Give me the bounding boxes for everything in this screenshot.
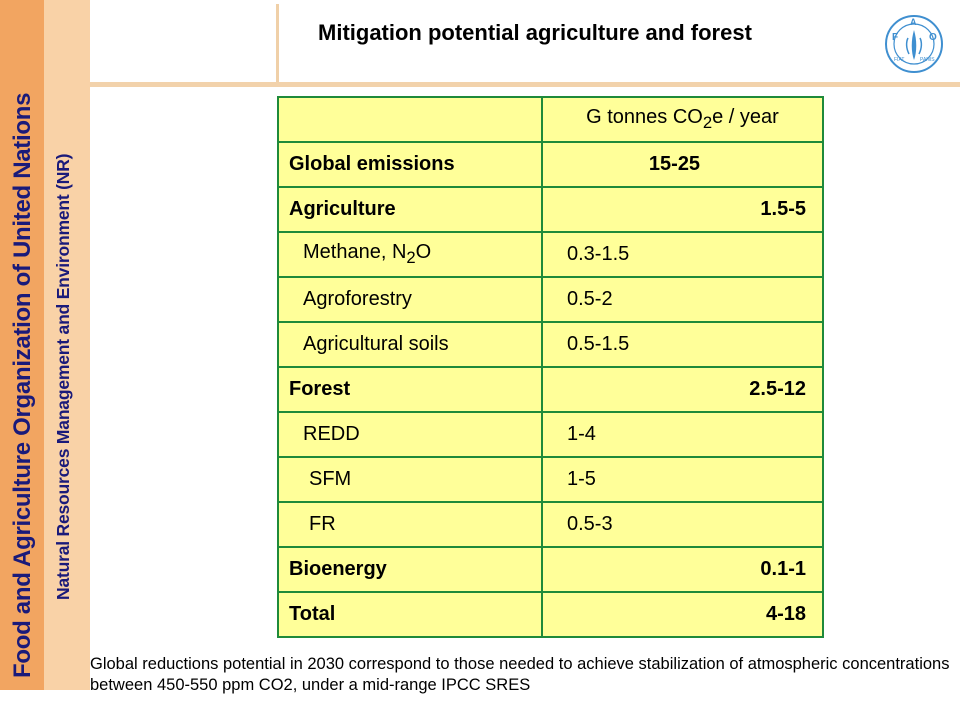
row-label: Bioenergy — [277, 546, 543, 593]
table-row: Methane, N2O 0.3-1.5 — [277, 231, 825, 278]
row-label: Agricultural soils — [277, 321, 543, 368]
row-value: 0.5-3 — [540, 501, 825, 548]
page-title: Mitigation potential agriculture and for… — [318, 20, 752, 45]
row-label: FR — [277, 501, 543, 548]
table-row: REDD 1-4 — [277, 411, 825, 458]
row-value: 4-18 — [540, 591, 825, 638]
logo-letter-o: O — [929, 32, 937, 43]
org-name: Food and Agriculture Organization of Uni… — [9, 92, 36, 678]
row-label: Forest — [277, 366, 543, 413]
row-value: 2.5-12 — [540, 366, 825, 413]
header-rule — [90, 82, 960, 87]
footnote: Global reductions potential in 2030 corr… — [90, 655, 950, 694]
sidebar: Food and Agriculture Organization of Uni… — [0, 0, 90, 690]
logo-motto-left: FIAT — [894, 57, 904, 63]
sidebar-inner-band — [44, 0, 90, 690]
row-value: 0.3-1.5 — [540, 231, 825, 278]
mitigation-table: G tonnes CO2e / year Global emissions 15… — [277, 96, 825, 638]
row-value: 0.1-1 — [540, 546, 825, 593]
logo-motto-right: PANIS — [920, 57, 935, 63]
table-row: Agriculture 1.5-5 — [277, 186, 825, 233]
table-header-row: G tonnes CO2e / year — [277, 96, 825, 143]
row-label: REDD — [277, 411, 543, 458]
row-label: Agriculture — [277, 186, 543, 233]
row-label: Total — [277, 591, 543, 638]
fao-logo: F A O FIAT PANIS — [885, 15, 943, 73]
table-row: Agroforestry 0.5-2 — [277, 276, 825, 323]
row-value: 1-4 — [540, 411, 825, 458]
logo-letter-f: F — [892, 32, 898, 43]
table-row: FR 0.5-3 — [277, 501, 825, 548]
logo-letter-a: A — [910, 17, 917, 27]
row-value: 15-25 — [540, 141, 825, 188]
header-divider — [276, 4, 279, 84]
header-empty-cell — [277, 96, 543, 143]
row-label: Agroforestry — [277, 276, 543, 323]
table-row: Total 4-18 — [277, 591, 825, 638]
row-label: Global emissions — [277, 141, 543, 188]
table-row: SFM 1-5 — [277, 456, 825, 503]
row-label: Methane, N2O — [277, 231, 543, 278]
row-label: SFM — [277, 456, 543, 503]
row-value: 0.5-1.5 — [540, 321, 825, 368]
row-value: 0.5-2 — [540, 276, 825, 323]
unit-header: G tonnes CO2e / year — [540, 96, 825, 143]
table-row: Global emissions 15-25 — [277, 141, 825, 188]
row-value: 1.5-5 — [540, 186, 825, 233]
row-value: 1-5 — [540, 456, 825, 503]
table-row: Bioenergy 0.1-1 — [277, 546, 825, 593]
department-name: Natural Resources Management and Environ… — [53, 153, 73, 600]
table-row: Agricultural soils 0.5-1.5 — [277, 321, 825, 368]
table-row: Forest 2.5-12 — [277, 366, 825, 413]
